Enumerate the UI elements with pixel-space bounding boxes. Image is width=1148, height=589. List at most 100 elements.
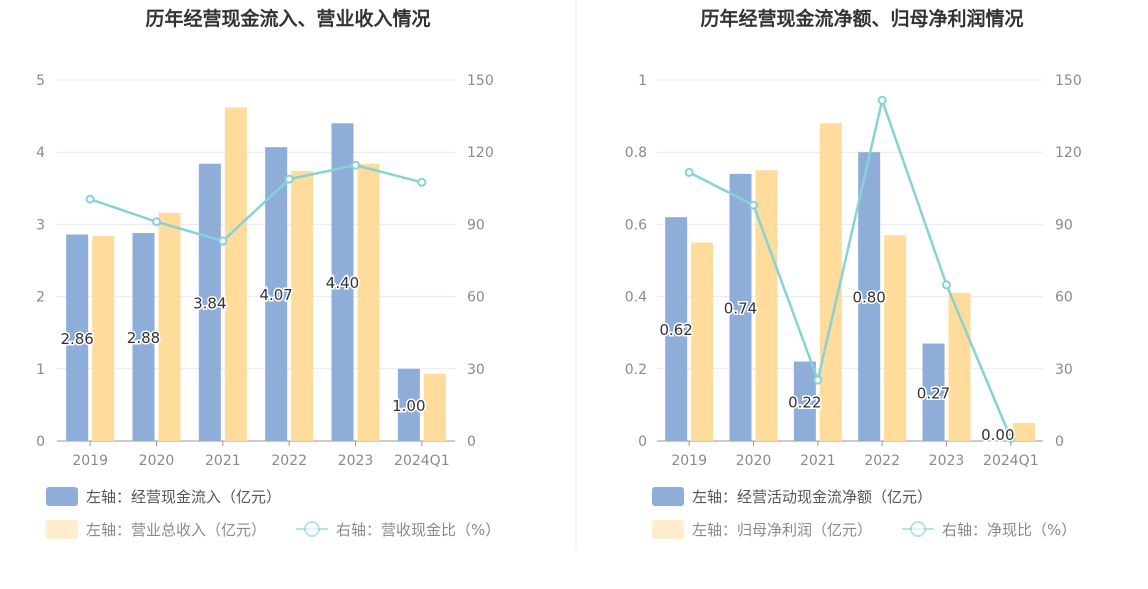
bar-data-label: 0.27 — [917, 384, 950, 402]
line-point[interactable] — [351, 160, 360, 170]
legend-item-net-profit[interactable]: 左轴：归母净利润（亿元） — [652, 520, 872, 539]
bar-series1[interactable] — [665, 217, 688, 441]
right-tick-label: 30 — [1055, 362, 1073, 378]
right-axis-ticks: 0 30 60 90 120 150 — [467, 73, 494, 450]
legend-item-cash-inflow[interactable]: 左轴：经营现金流入（亿元） — [46, 487, 281, 506]
left-axis-ticks: 0 1 2 3 4 5 — [36, 73, 45, 450]
bar-data-label: 3.84 — [193, 294, 226, 312]
bar-data-label: 0.74 — [724, 299, 757, 317]
bar-series1[interactable] — [922, 343, 945, 441]
chart-title: 历年经营现金流净额、归母净利润情况 — [700, 7, 1023, 30]
line-point[interactable] — [942, 280, 951, 290]
legend-label: 左轴：经营现金流入（亿元） — [86, 488, 281, 506]
bar-series1[interactable] — [729, 173, 752, 442]
line-point[interactable] — [749, 200, 758, 210]
chart-panel-cash-inflow: 历年经营现金流入、营业收入情况 0 1 2 3 4 5 0 30 60 90 120 150 2.8… — [36, 7, 500, 539]
left-tick-label: 3 — [36, 217, 45, 233]
line-point[interactable] — [218, 236, 228, 246]
x-axis-categories: 2019 2020 2021 2022 2023 2024Q1 — [72, 441, 450, 469]
right-tick-label: 150 — [1055, 73, 1082, 89]
legend: 左轴：经营现金流入（亿元） 左轴：营业总收入（亿元） 右轴：营收现金比（%） — [46, 487, 500, 539]
left-tick-label: 2 — [36, 290, 45, 306]
right-tick-label: 30 — [467, 362, 485, 378]
left-tick-label: 1 — [36, 362, 45, 378]
bar-series2[interactable] — [291, 170, 314, 442]
bar-series1[interactable] — [265, 147, 288, 441]
right-axis-ticks: 0 30 60 90 120 150 — [1055, 73, 1082, 450]
legend-swatch — [652, 520, 684, 539]
x-category-label: 2020 — [736, 453, 772, 469]
right-tick-label: 0 — [1055, 434, 1064, 450]
right-tick-label: 90 — [1055, 217, 1073, 233]
right-tick-label: 60 — [467, 290, 485, 306]
chart-panel-net-cash-flow: 历年经营现金流净额、归母净利润情况 0 0.2 0.4 0.6 0.8 1 0 30 60 90… — [625, 7, 1082, 539]
bar-series2[interactable] — [92, 235, 115, 441]
bar-series — [665, 123, 1035, 442]
line-series — [85, 160, 427, 246]
left-tick-label: 5 — [36, 73, 45, 89]
bar-series2[interactable] — [357, 163, 380, 441]
legend-item-revenue[interactable]: 左轴：营业总收入（亿元） — [46, 520, 266, 539]
x-category-label: 2021 — [205, 453, 241, 469]
ratio-line — [688, 95, 1012, 439]
x-category-label: 2022 — [271, 453, 307, 469]
bar-series1[interactable] — [858, 152, 881, 441]
bar-series2[interactable] — [755, 170, 778, 441]
legend-item-net-operating-cash[interactable]: 左轴：经营活动现金流净额（亿元） — [652, 487, 932, 506]
bar-series1[interactable] — [66, 234, 89, 441]
bar-series1[interactable] — [198, 163, 221, 441]
bar-data-label: 0.22 — [788, 393, 821, 411]
data-labels: 2.86 2.88 3.84 4.07 4.40 1.00 — [59, 273, 427, 417]
grid-lines — [657, 79, 1043, 442]
bar-series2[interactable] — [691, 242, 714, 441]
legend-item-net-cash-ratio[interactable]: 右轴：净现比（%） — [902, 521, 1076, 539]
x-category-label: 2024Q1 — [394, 453, 450, 469]
bar-data-label: 0.00 — [981, 426, 1014, 444]
left-tick-label: 0.2 — [625, 362, 647, 378]
legend-label: 右轴：净现比（%） — [942, 521, 1076, 539]
right-tick-label: 150 — [467, 73, 494, 89]
bar-series1[interactable] — [331, 123, 354, 441]
x-category-label: 2019 — [671, 453, 707, 469]
line-point[interactable] — [152, 217, 161, 227]
x-category-label: 2023 — [338, 453, 374, 469]
line-point[interactable] — [85, 194, 95, 204]
x-category-label: 2023 — [929, 453, 965, 469]
right-tick-label: 60 — [1055, 290, 1073, 306]
left-tick-label: 0.8 — [625, 145, 647, 161]
x-category-label: 2024Q1 — [983, 453, 1039, 469]
bar-data-label: 2.86 — [60, 330, 93, 348]
legend-item-revenue-cash-ratio[interactable]: 右轴：营收现金比（%） — [296, 521, 500, 539]
data-labels: 0.62 0.74 0.22 0.80 0.27 0.00 — [658, 287, 1016, 445]
x-category-label: 2019 — [72, 453, 108, 469]
line-point[interactable] — [417, 177, 427, 187]
grid-lines — [57, 79, 455, 442]
bar-series2[interactable] — [1012, 422, 1035, 441]
bar-series2[interactable] — [224, 107, 247, 441]
line-point[interactable] — [877, 95, 887, 105]
bar-data-label: 1.00 — [392, 397, 425, 415]
left-tick-label: 0.6 — [625, 217, 647, 233]
bar-series — [66, 107, 446, 442]
legend: 左轴：经营活动现金流净额（亿元） 左轴：归母净利润（亿元） 右轴：净现比（%） — [652, 487, 1076, 539]
legend-label: 左轴：营业总收入（亿元） — [86, 521, 266, 539]
legend-swatch — [46, 520, 78, 539]
legend-marker — [910, 521, 926, 537]
line-point[interactable] — [684, 167, 694, 177]
line-point[interactable] — [813, 375, 823, 385]
bar-series2[interactable] — [884, 235, 907, 441]
bar-series2[interactable] — [423, 373, 446, 441]
x-category-label: 2022 — [864, 453, 900, 469]
bar-series1[interactable] — [132, 233, 155, 441]
right-tick-label: 90 — [467, 217, 485, 233]
bar-series1[interactable] — [793, 361, 816, 441]
bar-series2[interactable] — [819, 123, 842, 441]
bar-data-label: 0.62 — [659, 321, 692, 339]
bar-series2[interactable] — [158, 212, 181, 441]
bar-series1[interactable] — [397, 368, 420, 441]
left-tick-label: 1 — [638, 73, 647, 89]
legend-label: 左轴：归母净利润（亿元） — [692, 521, 872, 539]
line-point[interactable] — [284, 174, 294, 184]
